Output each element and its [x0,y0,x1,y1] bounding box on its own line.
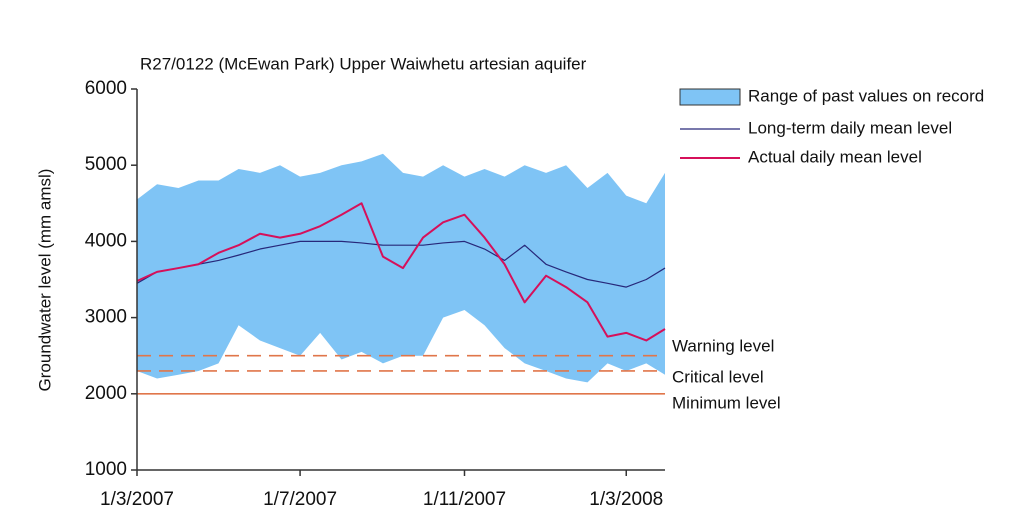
y-tick-label: 6000 [85,78,127,99]
threshold-label: Minimum level [672,393,781,412]
y-tick-label: 1000 [85,459,127,480]
y-tick-label: 4000 [85,230,127,251]
legend-label: Actual daily mean level [748,147,922,166]
y-tick-label: 3000 [85,307,127,328]
threshold-label: Warning level [672,336,774,355]
y-tick-label: 2000 [85,383,127,404]
threshold-label: Critical level [672,367,764,386]
x-tick-label: 1/3/2007 [100,489,174,510]
x-tick-label: 1/3/2008 [589,489,663,510]
chart-title: R27/0122 (McEwan Park) Upper Waiwhetu ar… [140,54,587,73]
x-tick-label: 1/7/2007 [263,489,337,510]
y-tick-label: 5000 [85,154,127,175]
x-tick-label: 1/11/2007 [423,489,506,510]
legend-label: Range of past values on record [748,86,984,105]
y-axis-label: Groundwater level (mm amsl) [35,169,54,392]
legend-swatch [679,88,741,106]
legend-label: Long-term daily mean level [748,118,952,137]
series-line [136,202,666,342]
series-line [136,240,666,288]
